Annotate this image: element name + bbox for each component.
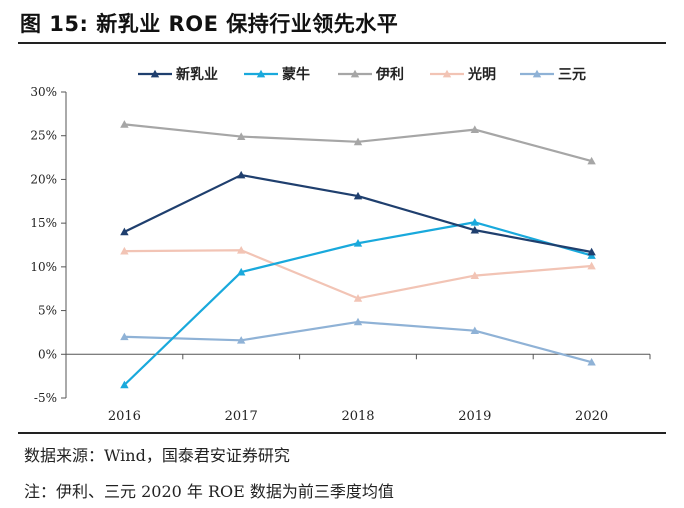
- footnote: 注：伊利、三元 2020 年 ROE 数据为前三季度均值: [24, 482, 394, 501]
- data-point: [120, 227, 129, 236]
- axes-layer: -5% 0% 5% 10% 15% 20% 25% 30% 2016 2017 2018 2019 20…: [30, 85, 651, 424]
- x-tick-label: 2016: [108, 409, 141, 424]
- data-point: [470, 125, 479, 133]
- series-新乳业: [120, 170, 596, 256]
- data-point: [470, 326, 479, 335]
- legend-marker: [256, 69, 266, 78]
- data-point: [470, 271, 479, 279]
- series-line: [124, 320, 592, 364]
- x-tick-label: 2018: [341, 409, 374, 424]
- legend-item: 新乳业: [138, 66, 218, 83]
- data-point: [353, 137, 363, 146]
- source-note: 数据来源：Wind，国泰君安证券研究: [24, 446, 290, 465]
- series-三元: [120, 317, 596, 366]
- series-蒙牛: [120, 218, 596, 389]
- x-tick-label: 2017: [225, 409, 258, 424]
- legend-item: 三元: [520, 67, 586, 83]
- data-point: [470, 225, 479, 234]
- x-tick-label: 2020: [575, 409, 608, 424]
- y-tick-label: 30%: [30, 85, 57, 99]
- data-point: [120, 380, 129, 389]
- roe-line-chart: -5% 0% 5% 10% 15% 20% 25% 30% 2016 2017 2018 2019 20…: [30, 66, 651, 424]
- series-伊利: [120, 120, 596, 165]
- data-point: [237, 170, 246, 179]
- data-point: [353, 294, 363, 302]
- legend-label: 新乳业: [176, 66, 218, 83]
- data-point: [587, 247, 596, 256]
- series-光明: [120, 246, 596, 302]
- legend-label: 伊利: [375, 66, 404, 83]
- data-point: [120, 332, 129, 341]
- data-point: [120, 120, 129, 128]
- y-tick-label: 15%: [30, 216, 57, 230]
- y-tick-label: 0%: [38, 347, 57, 361]
- legend-marker: [442, 69, 452, 78]
- chart-title: 图 15: 新乳业 ROE 保持行业领先水平: [20, 12, 399, 36]
- y-tick-label: 10%: [30, 260, 57, 274]
- data-point: [587, 261, 596, 270]
- data-point: [353, 191, 363, 200]
- data-point: [353, 317, 363, 326]
- data-point: [587, 156, 596, 165]
- legend-label: 蒙牛: [282, 66, 310, 83]
- legend: 新乳业 蒙牛 伊利 光明 三元: [138, 66, 586, 83]
- series-line: [124, 249, 592, 300]
- title-divider: [18, 42, 666, 44]
- legend-marker: [532, 69, 542, 78]
- series-layer: [120, 120, 596, 389]
- x-tick-label: 2019: [458, 409, 491, 424]
- legend-item: 蒙牛: [244, 66, 310, 83]
- data-point: [237, 132, 246, 140]
- series-line: [123, 221, 592, 386]
- chart-bottom-divider: [18, 432, 666, 434]
- data-point: [237, 336, 246, 344]
- data-point: [353, 239, 363, 247]
- data-point: [470, 218, 479, 226]
- y-tick-label: -5%: [34, 391, 57, 405]
- legend-label: 光明: [467, 66, 496, 83]
- data-point: [120, 246, 129, 255]
- legend-marker: [150, 69, 160, 78]
- legend-label: 三元: [558, 67, 586, 83]
- data-point: [587, 357, 596, 366]
- data-point: [237, 246, 246, 254]
- legend-item: 光明: [430, 66, 496, 83]
- y-tick-label: 5%: [38, 304, 57, 318]
- legend-marker: [350, 69, 360, 78]
- y-tick-label: 25%: [30, 129, 57, 143]
- legend-item: 伊利: [338, 66, 404, 83]
- y-tick-label: 20%: [30, 172, 57, 186]
- data-point: [237, 267, 246, 276]
